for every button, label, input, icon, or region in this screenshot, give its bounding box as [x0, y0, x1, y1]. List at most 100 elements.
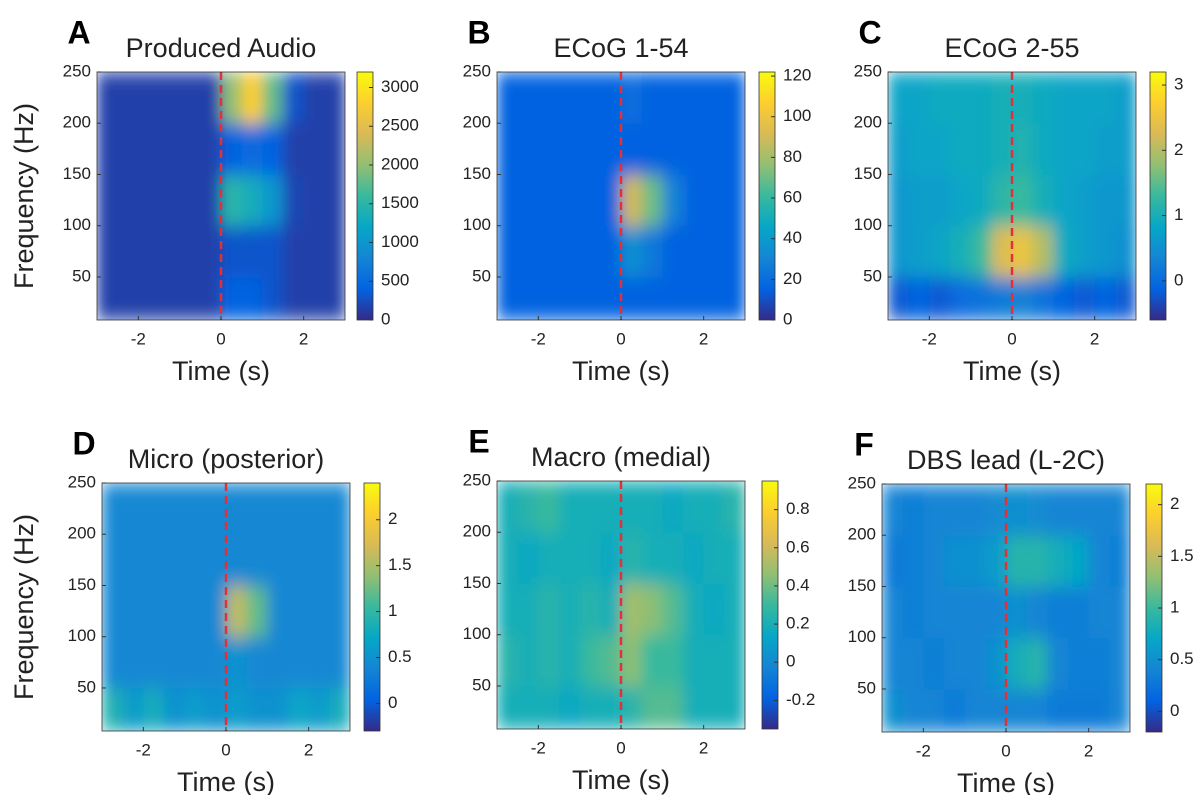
cell [1074, 174, 1096, 227]
colorbar-tick-label: 3000 [381, 77, 419, 96]
cell [221, 225, 243, 278]
cell [1068, 688, 1090, 732]
colorbar-tick-label: 1 [388, 601, 397, 620]
cell [724, 685, 745, 729]
cell [1053, 123, 1075, 175]
colorbar-tick-label: 1000 [381, 232, 419, 251]
colorbar [356, 71, 374, 321]
cell [888, 225, 910, 278]
cell [102, 534, 124, 586]
cell [138, 225, 160, 278]
cell [964, 688, 986, 732]
cell [683, 72, 705, 124]
cell [102, 585, 124, 638]
cell [1026, 586, 1048, 639]
cell [241, 123, 263, 175]
cell [1026, 637, 1048, 690]
colorbar-tick-label: 2000 [381, 154, 419, 173]
cell [970, 72, 992, 124]
cell [902, 535, 924, 587]
cell [205, 636, 227, 689]
cell [950, 72, 972, 124]
cell [964, 586, 986, 639]
cell [122, 483, 144, 535]
cell [288, 687, 310, 731]
y-tick-label: 150 [854, 164, 882, 183]
cell [303, 123, 325, 175]
colorbar-tick-label: 0 [388, 693, 397, 712]
cell [159, 174, 181, 227]
cell [200, 276, 222, 320]
cell [283, 225, 305, 278]
heatmap [888, 72, 1136, 320]
cell [262, 72, 284, 124]
cell [950, 276, 972, 320]
cell [929, 276, 951, 320]
cell [1032, 225, 1054, 278]
cell [497, 532, 519, 584]
cell [1088, 586, 1110, 639]
x-tick-label: -2 [531, 738, 546, 757]
cell [621, 634, 643, 687]
cell [538, 123, 560, 175]
cell [600, 123, 622, 175]
x-tick-label: -2 [916, 741, 931, 760]
y-tick-label: 100 [854, 215, 882, 234]
cell [117, 276, 139, 320]
cell [641, 174, 663, 227]
cell [944, 484, 966, 536]
cell [102, 636, 124, 689]
cell [724, 583, 745, 636]
cell [703, 72, 725, 124]
cell [703, 225, 725, 278]
cell [283, 276, 305, 320]
cell [703, 532, 725, 584]
y-tick-label: 250 [463, 470, 491, 489]
cell [703, 276, 725, 320]
cell [117, 123, 139, 175]
cell [1026, 688, 1048, 732]
cell [164, 585, 186, 638]
cell [283, 174, 305, 227]
cell [226, 534, 248, 586]
x-tick-label: -2 [131, 329, 146, 348]
y-tick-label: 50 [472, 675, 491, 694]
cell [683, 634, 705, 687]
y-tick-label: 150 [463, 573, 491, 592]
cell [683, 481, 705, 533]
colorbar-tick-label: 0.8 [786, 499, 810, 518]
cell [662, 174, 684, 227]
cell [102, 687, 124, 731]
cell [579, 123, 601, 175]
cell [703, 123, 725, 175]
cell [1115, 123, 1136, 175]
cell [579, 532, 601, 584]
cell [923, 637, 945, 690]
cell [1032, 174, 1054, 227]
cell [262, 276, 284, 320]
cell [888, 174, 910, 227]
cell [159, 123, 181, 175]
cell [179, 225, 201, 278]
cell [724, 174, 745, 227]
cell [929, 174, 951, 227]
colorbar-tick-label: 0.4 [786, 575, 810, 594]
cell [117, 72, 139, 124]
cell [538, 481, 560, 533]
cell [970, 225, 992, 278]
cell [579, 583, 601, 636]
y-tick-label: 200 [463, 522, 491, 541]
cell [324, 174, 345, 227]
cell [1068, 535, 1090, 587]
cell [538, 276, 560, 320]
cell [221, 72, 243, 124]
colorbar-tick-label: 500 [381, 271, 409, 290]
cell [641, 72, 663, 124]
cell [703, 481, 725, 533]
cells [882, 484, 1130, 732]
x-tick-label: 0 [1001, 741, 1010, 760]
cell [641, 481, 663, 533]
cell [205, 483, 227, 535]
cell [329, 636, 350, 689]
y-tick-label: 250 [68, 472, 96, 491]
